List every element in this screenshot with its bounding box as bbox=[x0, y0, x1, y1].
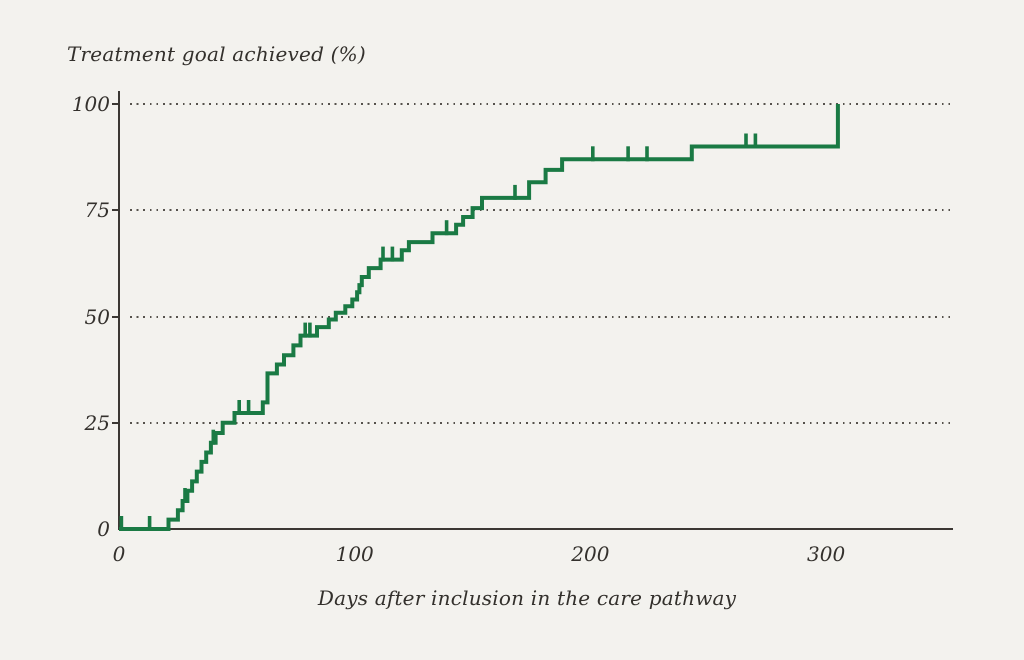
y-tick-label-50: 50 bbox=[84, 304, 110, 329]
y-gridline-75 bbox=[130, 209, 950, 212]
censor-tick-day-168 bbox=[513, 184, 517, 200]
x-axis-line bbox=[118, 528, 953, 530]
y-axis-tick-50 bbox=[112, 315, 118, 318]
censor-tick-day-224 bbox=[645, 146, 649, 162]
km-curve-path bbox=[119, 104, 840, 531]
censor-tick-day-28 bbox=[183, 488, 187, 503]
censor-tick-day-216 bbox=[626, 146, 630, 162]
y-tick-label-25: 25 bbox=[84, 410, 110, 435]
x-tick-label-0: 0 bbox=[112, 542, 126, 566]
y-axis-tick-25 bbox=[112, 421, 118, 424]
y-axis-line bbox=[118, 91, 120, 530]
censor-tick-day-1 bbox=[119, 516, 124, 531]
y-axis-tick-75 bbox=[112, 209, 118, 212]
censor-tick-day-55 bbox=[246, 400, 251, 415]
survival-step-curve bbox=[119, 104, 840, 531]
y-gridline-50 bbox=[130, 315, 950, 318]
censor-tick-day-116 bbox=[390, 246, 395, 262]
y-tick-label-100: 100 bbox=[71, 92, 110, 116]
censor-tick-day-40 bbox=[211, 429, 216, 445]
x-tick-label-200: 200 bbox=[571, 542, 610, 566]
censor-tick-day-270 bbox=[753, 133, 758, 149]
x-axis-title: Days after inclusion in the care pathway bbox=[317, 586, 737, 610]
censor-tick-day-13 bbox=[147, 516, 152, 531]
censor-tick-day-139 bbox=[444, 220, 449, 236]
censor-tick-day-112 bbox=[381, 246, 385, 262]
y-tick-label-0: 0 bbox=[97, 517, 110, 541]
censor-tick-day-201 bbox=[591, 146, 595, 162]
censor-tick-day-266 bbox=[744, 133, 748, 149]
x-tick-label-100: 100 bbox=[335, 542, 374, 566]
censor-tick-day-79 bbox=[303, 322, 307, 338]
y-axis-tick-100 bbox=[112, 103, 118, 105]
y-gridline-100 bbox=[130, 103, 950, 105]
censor-tick-day-51 bbox=[237, 400, 241, 415]
chart-title: Treatment goal achieved (%) bbox=[67, 42, 366, 66]
censor-tick-day-81 bbox=[308, 322, 312, 338]
y-gridline-25 bbox=[130, 421, 950, 424]
x-tick-label-300: 300 bbox=[807, 542, 846, 566]
y-tick-label-75: 75 bbox=[84, 198, 110, 223]
